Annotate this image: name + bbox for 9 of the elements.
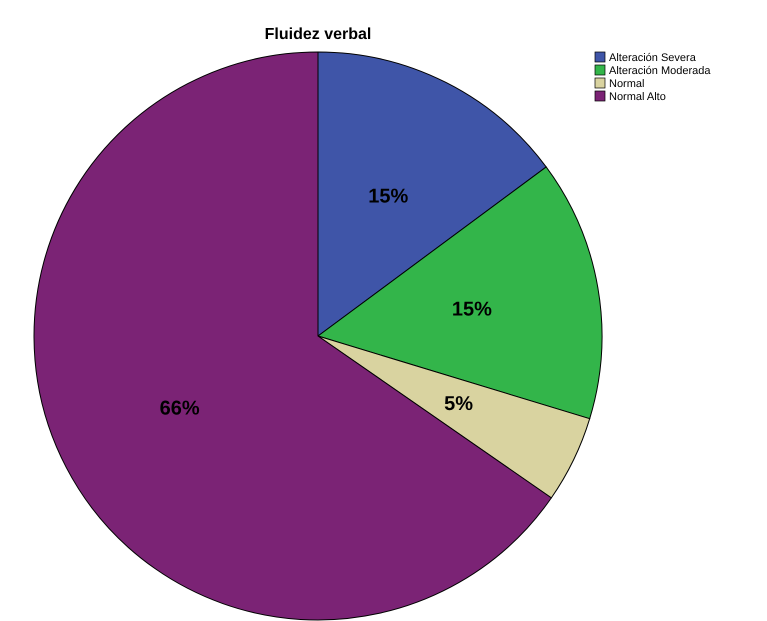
chart-title: Fluidez verbal [264,26,372,43]
data-label: 15% [368,185,408,208]
data-label: 5% [444,393,474,416]
legend-label: Normal Alto [609,91,666,103]
legend-label: Alteración Moderada [609,65,712,77]
legend-label: Normal [609,78,644,90]
data-label: 15% [452,298,492,320]
data-label: 66% [160,397,200,420]
legend-label: Alteración Severa [609,52,697,64]
